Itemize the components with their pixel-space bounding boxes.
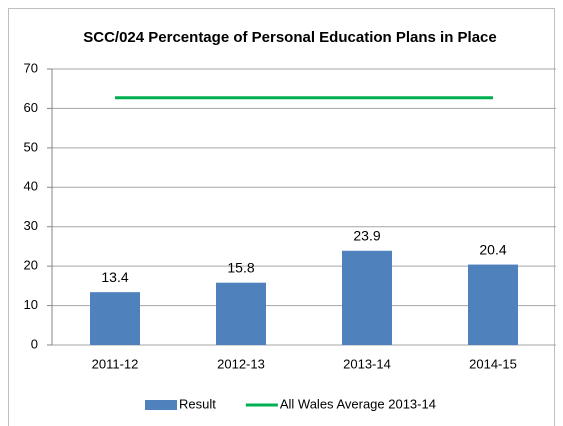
legend-swatch — [145, 400, 177, 410]
legend-label: Result — [179, 396, 216, 411]
y-tick-label: 30 — [24, 218, 38, 233]
chart-border — [8, 8, 555, 426]
y-tick-label: 10 — [24, 297, 38, 312]
data-label: 20.4 — [479, 241, 506, 257]
y-tick-label: 40 — [24, 179, 38, 194]
y-tick-label: 20 — [24, 258, 38, 273]
x-tick-label: 2014-15 — [469, 356, 517, 371]
y-tick-label: 70 — [24, 60, 38, 75]
y-tick-label: 0 — [31, 336, 38, 351]
bar — [468, 264, 518, 345]
data-label: 15.8 — [227, 259, 254, 275]
y-tick-label: 60 — [24, 100, 38, 115]
y-tick-label: 50 — [24, 139, 38, 154]
data-label: 23.9 — [353, 227, 380, 243]
bar — [342, 250, 392, 345]
bar — [216, 282, 266, 345]
data-label: 13.4 — [101, 269, 128, 285]
x-tick-label: 2011-12 — [92, 356, 139, 371]
x-tick-label: 2012-13 — [217, 356, 265, 371]
x-tick-label: 2013-14 — [343, 356, 391, 371]
chart-title: SCC/024 Percentage of Personal Education… — [83, 29, 496, 46]
bar — [90, 292, 140, 345]
legend-label: All Wales Average 2013-14 — [280, 396, 436, 411]
